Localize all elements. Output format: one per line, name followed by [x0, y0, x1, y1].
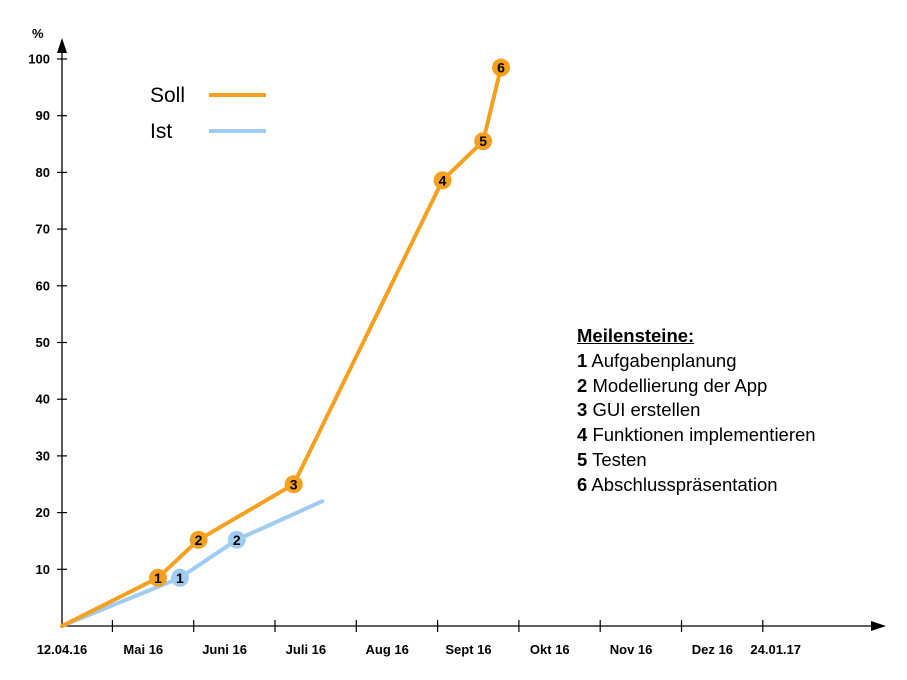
milestone-marker-ist-1: 1 — [170, 568, 189, 587]
milestone-dot — [227, 530, 246, 549]
milestone-marker-ist-2: 2 — [227, 530, 246, 549]
y-axis-arrow — [57, 38, 67, 53]
milestone-marker-soll-6: 6 — [492, 58, 511, 77]
y-tick-label: 20 — [36, 505, 50, 520]
milestone-dot — [189, 530, 208, 549]
milestones-title: Meilensteine: — [577, 325, 695, 346]
y-tick-label: 40 — [36, 392, 50, 407]
milestone-number: 1 — [176, 570, 184, 586]
y-tick-label: 60 — [36, 278, 50, 293]
milestone-marker-soll-4: 4 — [433, 171, 452, 190]
x-tick-label: 12.04.16 — [37, 642, 88, 657]
milestone-dot — [148, 568, 167, 587]
milestone-item-5: 5 Testen — [577, 448, 647, 470]
milestone-item-6: 6 Abschlusspräsentation — [577, 473, 778, 495]
milestone-marker-soll-3: 3 — [284, 475, 303, 494]
y-tick-label: 90 — [36, 108, 50, 123]
milestone-markers: 1 2 3 4 5 6 1 2 — [148, 58, 511, 587]
x-tick-label: Nov 16 — [610, 642, 653, 657]
ticks: % 10 20 30 40 50 60 70 80 90 100 12.04.16 Mai 16 Juni… — [28, 26, 801, 657]
milestone-dot — [492, 58, 511, 77]
milestone-number: 2 — [195, 532, 203, 548]
series-lines — [60, 65, 504, 628]
x-axis-arrow — [871, 621, 886, 631]
series-line-ist — [60, 499, 325, 628]
milestone-dot — [433, 171, 452, 190]
x-tick-label: Mai 16 — [123, 642, 163, 657]
axes — [57, 38, 886, 631]
milestone-number: 1 — [154, 570, 162, 586]
milestone-dot — [284, 475, 303, 494]
y-tick-label: 10 — [36, 562, 50, 577]
milestone-number: 3 — [290, 476, 298, 492]
y-axis-label: % — [32, 26, 44, 41]
milestones-box: Meilensteine: 1 Aufgabenplanung 2 Modell… — [577, 324, 816, 498]
milestone-dot — [474, 132, 493, 151]
x-tick-label: 24.01.17 — [750, 642, 801, 657]
y-tick-label: 30 — [36, 448, 50, 463]
x-tick-label: Juli 16 — [286, 642, 326, 657]
x-tick-label: Okt 16 — [530, 642, 570, 657]
milestone-number: 4 — [439, 172, 447, 188]
milestone-number: 2 — [233, 532, 241, 548]
x-tick-label: Sept 16 — [445, 642, 491, 657]
milestone-item-3: 3 GUI erstellen — [577, 399, 701, 421]
milestone-marker-soll-5: 5 — [474, 132, 493, 151]
legend-label-ist: Ist — [150, 120, 172, 143]
milestone-item-4: 4 Funktionen implementieren — [577, 424, 816, 446]
milestone-item-1: 1 Aufgabenplanung — [577, 349, 737, 371]
milestone-dot — [170, 568, 189, 587]
x-tick-label: Juni 16 — [202, 642, 247, 657]
milestone-item-2: 2 Modellierung der App — [577, 374, 768, 396]
x-tick-label: Aug 16 — [366, 642, 409, 657]
milestone-marker-soll-2: 2 — [189, 530, 208, 549]
legend: Soll Ist — [150, 84, 266, 143]
milestone-number: 6 — [497, 60, 505, 76]
y-tick-label: 70 — [36, 222, 50, 237]
x-tick-label: Dez 16 — [692, 642, 733, 657]
y-tick-label: 50 — [36, 335, 50, 350]
series-line-soll — [60, 65, 504, 628]
milestone-number: 5 — [479, 133, 487, 149]
y-tick-label: 100 — [28, 52, 50, 67]
y-tick-label: 80 — [36, 165, 50, 180]
legend-label-soll: Soll — [150, 84, 185, 107]
milestone-marker-soll-1: 1 — [148, 568, 167, 587]
